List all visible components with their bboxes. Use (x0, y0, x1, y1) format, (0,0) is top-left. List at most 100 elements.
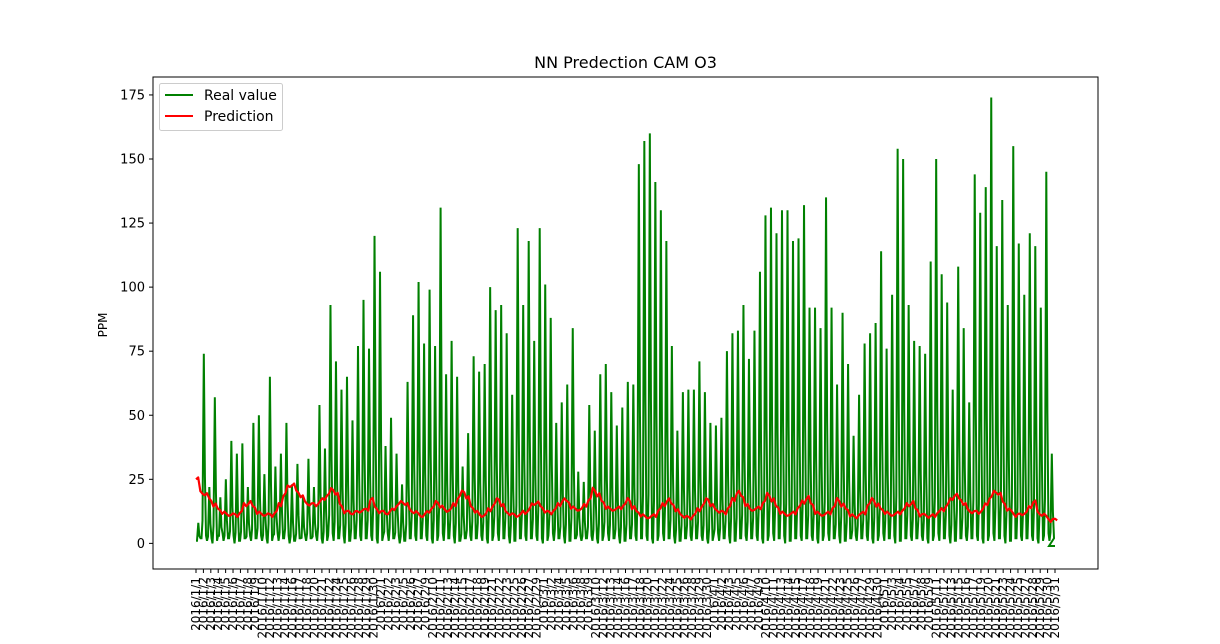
legend-prediction-label: Prediction (204, 109, 274, 125)
x-tick-label: 2016/5/9 (922, 577, 936, 631)
x-tick-label: 2016/3/24 (663, 577, 677, 639)
x-tick-label: 2016/3/10 (589, 577, 603, 639)
y-tick-label: 0 (137, 537, 145, 552)
series-prediction-line (195, 476, 1058, 524)
x-tick-label: 2016/1/28 (352, 577, 366, 639)
x-tick-label: 2016/4/13 (774, 577, 788, 639)
x-tick-label: 2016/4/14 (781, 577, 795, 639)
x-tick-label: 2016/1/6 (226, 577, 240, 631)
x-tick-label: 2016/3/4 (552, 577, 566, 631)
x-tick-label: 2016/1/21 (315, 577, 329, 639)
y-tick-label: 75 (128, 345, 145, 360)
x-tick-label: 2016/1/1 (189, 577, 203, 631)
x-tick-label: 2016/1/8 (241, 577, 255, 631)
x-tick-label: 2016/5/17 (967, 577, 981, 639)
x-tick-label: 2016/1/13 (270, 577, 284, 639)
x-tick-label: 2016/5/19 (974, 577, 988, 639)
x-tick-label: 2016/5/8 (915, 577, 929, 631)
x-tick-label: 2016/5/20 (981, 577, 995, 639)
x-tick-label: 2016/3/28 (685, 577, 699, 639)
x-tick-label: 2016/1/29 (359, 577, 373, 639)
x-tick-label: 2016/2/10 (426, 577, 440, 639)
x-tick-label: 2016/5/30 (1041, 577, 1055, 639)
x-tick-label: 2016/2/21 (485, 577, 499, 639)
x-tick-label: 2016/4/26 (848, 577, 862, 639)
y-tick-label: 150 (120, 153, 145, 168)
x-tick-label: 2016/3/9 (581, 577, 595, 631)
x-tick-label: 2016/4/9 (752, 577, 766, 631)
x-tick-label: 2016/2/9 (419, 577, 433, 631)
x-tick-label: 2016/3/16 (619, 577, 633, 639)
x-tick-label: 2016/3/17 (626, 577, 640, 639)
x-tick-label: 2016/4/10 (759, 577, 773, 639)
x-tick-label: 2016/4/3 (722, 577, 736, 631)
x-tick-label: 2016/1/18 (300, 577, 314, 639)
x-axis: 2016/1/12016/1/22016/1/32016/1/42016/1/5… (189, 569, 1062, 639)
x-tick-label: 2016/3/25 (670, 577, 684, 639)
x-tick-label: 2016/2/6 (404, 577, 418, 631)
x-tick-label: 2016/4/1 (707, 577, 721, 631)
x-tick-label: 2016/1/24 (330, 577, 344, 639)
x-tick-label: 2016/2/19 (478, 577, 492, 639)
x-tick-label: 2016/5/12 (937, 577, 951, 639)
x-tick-label: 2016/2/26 (515, 577, 529, 639)
x-tick-label: 2016/5/15 (952, 577, 966, 639)
x-tick-label: 2016/1/5 (219, 577, 233, 631)
x-tick-label: 2016/2/29 (530, 577, 544, 639)
x-tick-label: 2016/3/2 (544, 577, 558, 631)
x-tick-label: 2016/4/2 (715, 577, 729, 631)
x-tick-label: 2016/1/9 (248, 577, 262, 631)
x-tick-label: 2016/2/2 (382, 577, 396, 631)
x-tick-label: 2016/2/22 (493, 577, 507, 639)
x-tick-label: 2016/2/25 (507, 577, 521, 639)
x-tick-label: 2016/2/18 (470, 577, 484, 639)
x-tick-label: 2016/4/25 (841, 577, 855, 639)
x-tick-label: 2016/4/27 (855, 577, 869, 639)
legend-real-value-label: Real value (204, 88, 277, 104)
x-tick-label: 2016/5/23 (996, 577, 1010, 639)
x-tick-label: 2016/4/18 (804, 577, 818, 639)
y-axis: 0 25 50 75 100 125 150 175 (120, 88, 153, 552)
x-tick-label: 2016/5/27 (1018, 577, 1032, 639)
legend: Real value Prediction (159, 83, 283, 131)
y-axis-label: PPM (96, 313, 110, 338)
chart-title: NN Predection CAM O3 (534, 53, 717, 72)
y-tick-label: 50 (128, 409, 145, 424)
x-tick-label: 2016/5/1 (878, 577, 892, 631)
x-tick-label: 2016/4/19 (811, 577, 825, 639)
series-real-value-line (195, 97, 1056, 547)
x-tick-label: 2016/5/16 (959, 577, 973, 639)
x-tick-label: 2016/5/7 (907, 577, 921, 631)
x-tick-label: 2016/3/30 (700, 577, 714, 639)
x-tick-label: 2016/3/8 (574, 577, 588, 631)
x-tick-label: 2016/3/18 (633, 577, 647, 639)
x-tick-label: 2016/2/15 (456, 577, 470, 639)
y-tick-label: 25 (128, 473, 145, 488)
x-tick-label: 2016/3/20 (641, 577, 655, 639)
x-tick-label: 2016/3/22 (656, 577, 670, 639)
x-tick-label: 2016/1/4 (211, 577, 225, 631)
plot-layer (195, 97, 1058, 547)
x-tick-label: 2016/3/26 (678, 577, 692, 639)
x-tick-label: 2016/3/5 (559, 577, 573, 631)
x-tick-label: 2016/1/25 (337, 577, 351, 639)
x-tick-label: 2016/1/26 (345, 577, 359, 639)
x-tick-label: 2016/2/23 (500, 577, 514, 639)
x-tick-label: 2016/5/13 (944, 577, 958, 639)
x-tick-label: 2016/2/1 (374, 577, 388, 631)
x-tick-label: 2016/2/11 (433, 577, 447, 639)
x-tick-label: 2016/4/6 (737, 577, 751, 631)
x-tick-label: 2016/5/21 (989, 577, 1003, 639)
x-tick-label: 2016/1/14 (278, 577, 292, 639)
x-tick-label: 2016/5/29 (1033, 577, 1047, 639)
x-tick-label: 2016/1/10 (256, 577, 270, 639)
x-tick-label: 2016/1/7 (233, 577, 247, 631)
x-tick-label: 2016/4/5 (730, 577, 744, 631)
y-tick-label: 125 (120, 217, 145, 232)
x-tick-label: 2016/1/16 (285, 577, 299, 639)
x-tick-label: 2016/5/5 (900, 577, 914, 631)
x-tick-label: 2016/2/7 (411, 577, 425, 631)
x-tick-label: 2016/3/14 (611, 577, 625, 639)
y-tick-label: 175 (120, 88, 145, 103)
